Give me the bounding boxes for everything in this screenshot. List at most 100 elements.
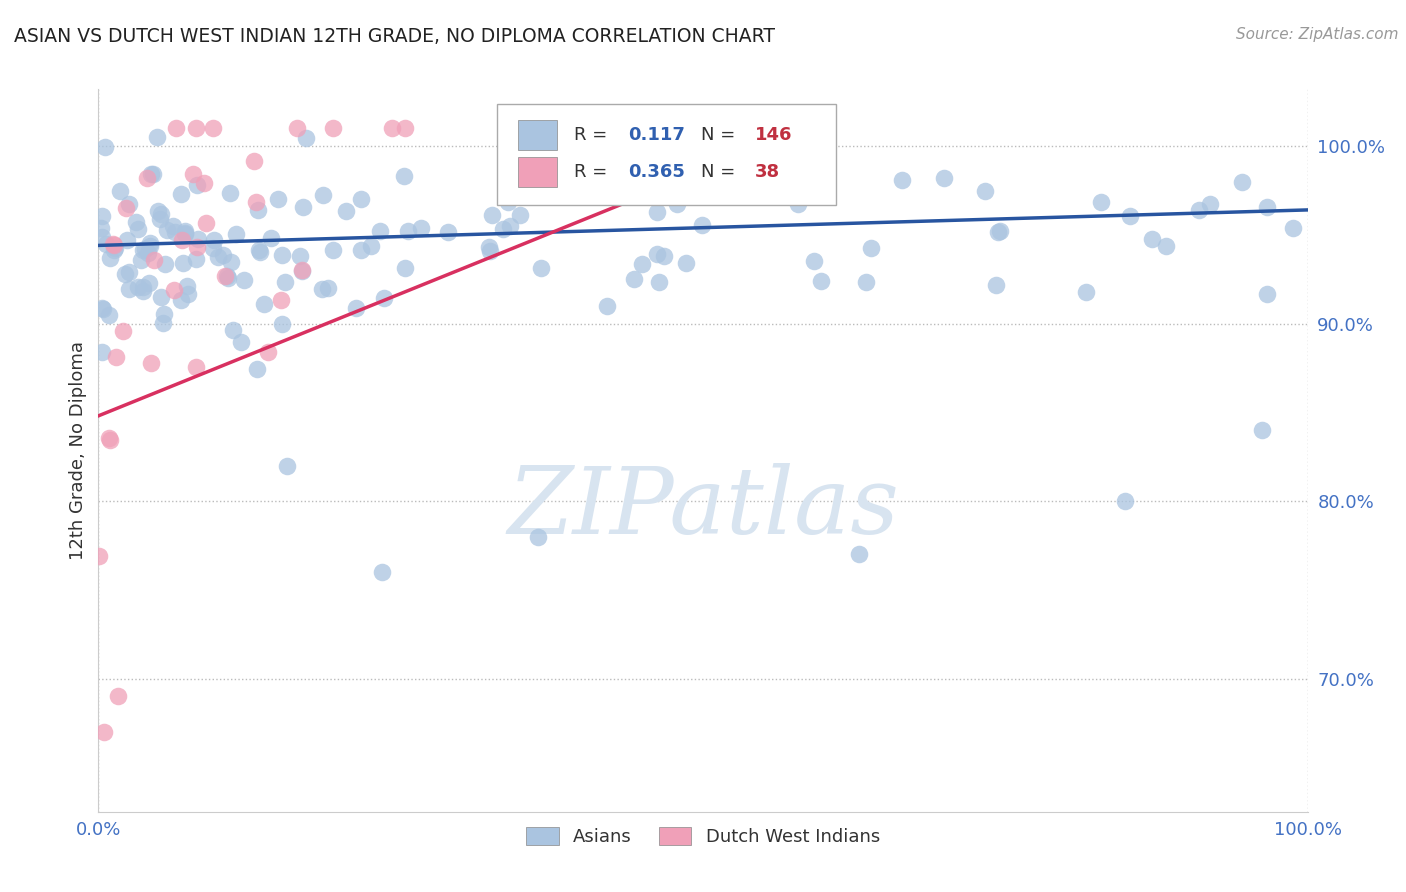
- Point: [380, 121, 402, 136]
- Point: [181, 167, 204, 181]
- Point: [153, 257, 176, 271]
- Point: [1187, 202, 1209, 217]
- Point: [291, 263, 314, 277]
- Point: [146, 204, 169, 219]
- Point: [215, 268, 238, 283]
- Point: [202, 121, 225, 136]
- Point: [596, 299, 619, 313]
- Point: [524, 187, 547, 202]
- Point: [217, 271, 239, 285]
- Point: [1154, 238, 1177, 252]
- Point: [770, 169, 793, 184]
- Point: [141, 356, 163, 370]
- Point: [249, 244, 271, 259]
- Text: 146: 146: [755, 126, 793, 144]
- Point: [349, 192, 371, 206]
- Point: [187, 232, 209, 246]
- Point: [156, 222, 179, 236]
- Point: [90, 345, 112, 359]
- Point: [527, 530, 550, 544]
- Point: [316, 281, 339, 295]
- Point: [94, 237, 117, 252]
- FancyBboxPatch shape: [498, 103, 837, 205]
- Point: [132, 280, 155, 294]
- Point: [142, 167, 165, 181]
- Point: [253, 296, 276, 310]
- Point: [94, 140, 117, 154]
- Point: [810, 274, 832, 288]
- Point: [675, 256, 697, 270]
- Point: [222, 322, 245, 336]
- Point: [394, 260, 416, 275]
- Point: [135, 171, 157, 186]
- Point: [162, 219, 184, 233]
- Point: [787, 197, 810, 211]
- Point: [690, 218, 713, 232]
- Point: [118, 282, 141, 296]
- Point: [1281, 221, 1303, 235]
- FancyBboxPatch shape: [517, 120, 557, 150]
- Point: [274, 275, 297, 289]
- Point: [91, 210, 114, 224]
- Point: [214, 269, 236, 284]
- Point: [136, 245, 159, 260]
- Point: [647, 275, 669, 289]
- Point: [666, 196, 689, 211]
- Point: [104, 351, 127, 365]
- Text: N =: N =: [700, 126, 741, 144]
- Point: [104, 241, 127, 255]
- Point: [221, 255, 243, 269]
- Point: [619, 121, 641, 136]
- Point: [170, 187, 193, 202]
- Point: [103, 238, 125, 252]
- Point: [1250, 423, 1272, 437]
- Point: [478, 244, 501, 258]
- Point: [350, 244, 373, 258]
- Point: [1119, 209, 1142, 223]
- Point: [115, 201, 138, 215]
- Point: [270, 293, 292, 308]
- Point: [855, 275, 877, 289]
- Point: [138, 276, 160, 290]
- Point: [232, 273, 254, 287]
- Point: [202, 241, 225, 255]
- Text: ASIAN VS DUTCH WEST INDIAN 12TH GRADE, NO DIPLOMA CORRELATION CHART: ASIAN VS DUTCH WEST INDIAN 12TH GRADE, N…: [14, 27, 775, 45]
- Point: [368, 224, 391, 238]
- Point: [1114, 494, 1136, 508]
- Point: [90, 221, 112, 235]
- Point: [231, 334, 253, 349]
- Point: [212, 248, 235, 262]
- Point: [170, 293, 193, 308]
- Text: N =: N =: [700, 163, 741, 181]
- Point: [1090, 195, 1112, 210]
- Point: [125, 215, 148, 229]
- Point: [186, 240, 208, 254]
- Point: [246, 203, 269, 218]
- Point: [256, 344, 278, 359]
- Point: [242, 153, 264, 168]
- Point: [111, 324, 134, 338]
- Point: [411, 220, 433, 235]
- Point: [139, 167, 162, 181]
- Point: [165, 225, 187, 239]
- Point: [648, 121, 671, 136]
- Point: [988, 224, 1011, 238]
- FancyBboxPatch shape: [517, 157, 557, 187]
- Point: [218, 186, 240, 201]
- Point: [1140, 232, 1163, 246]
- Point: [322, 121, 344, 136]
- Point: [1256, 287, 1278, 301]
- Point: [149, 211, 172, 226]
- Point: [186, 178, 208, 193]
- Point: [172, 255, 194, 269]
- Point: [890, 173, 912, 187]
- Point: [270, 318, 292, 332]
- Point: [91, 301, 114, 316]
- Point: [478, 240, 501, 254]
- Point: [344, 301, 367, 315]
- Point: [225, 227, 247, 241]
- Point: [194, 216, 217, 230]
- Point: [396, 224, 419, 238]
- Point: [530, 261, 553, 276]
- Point: [91, 301, 114, 315]
